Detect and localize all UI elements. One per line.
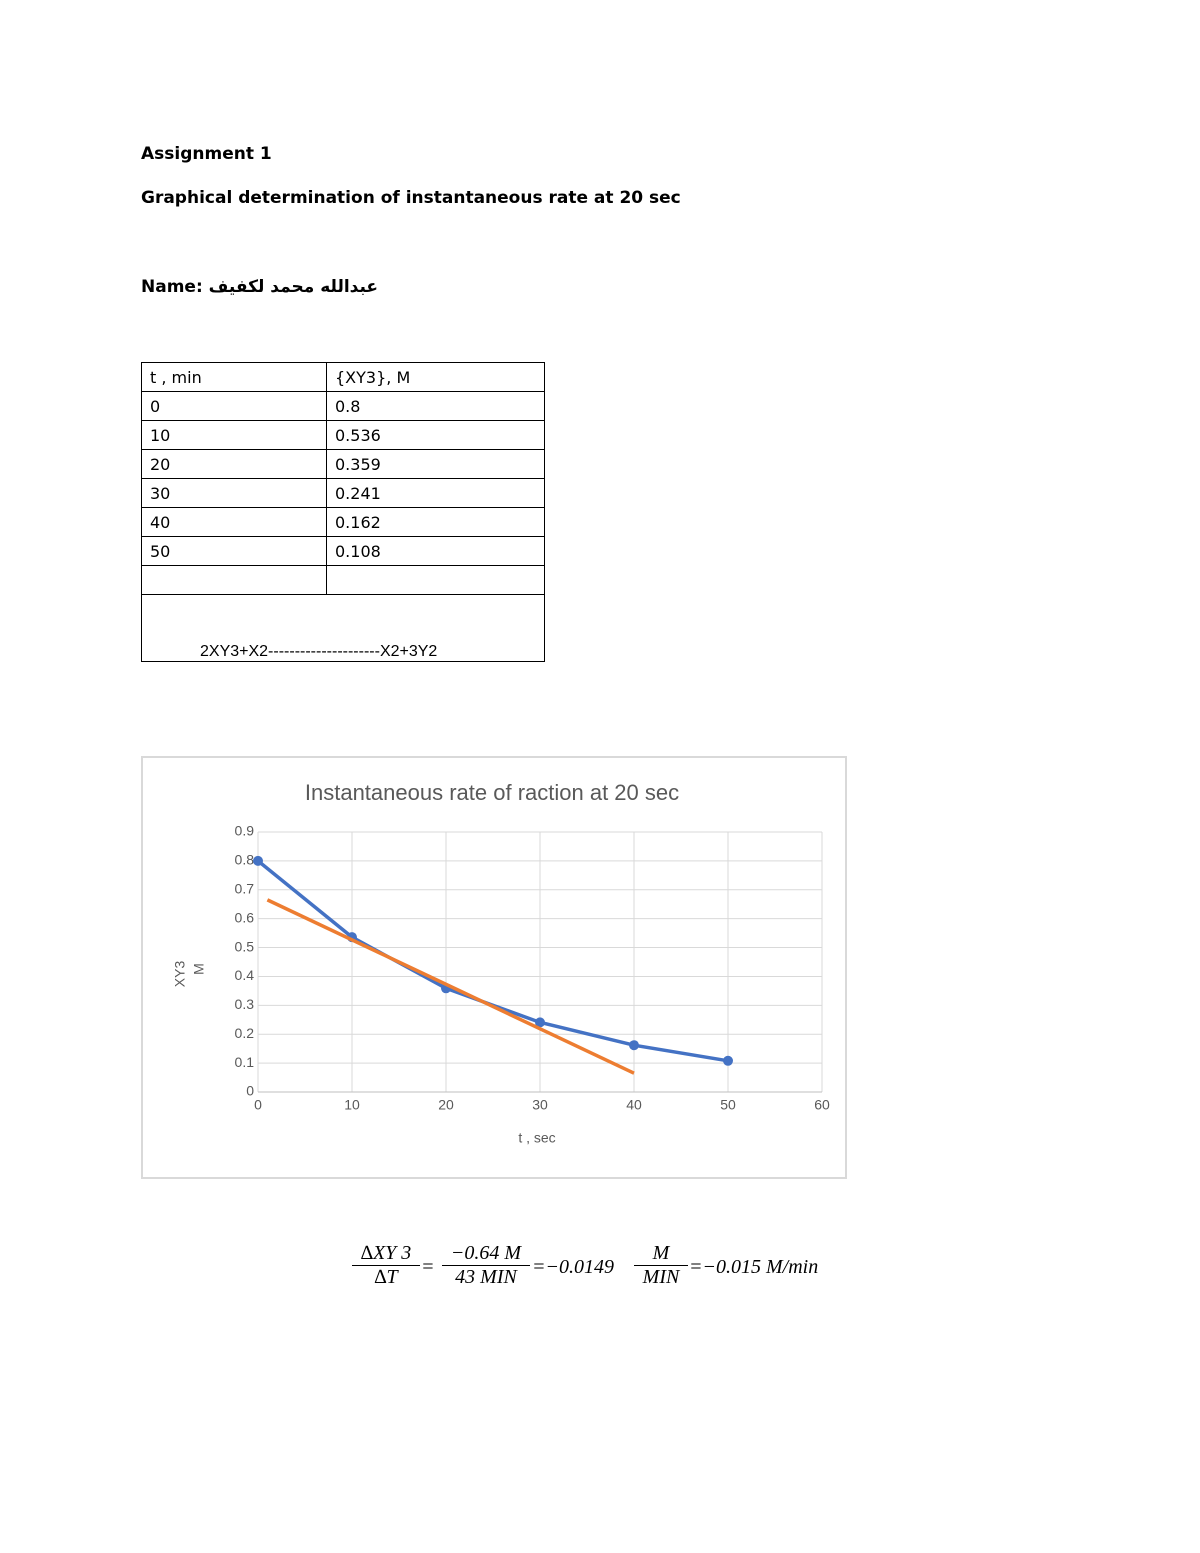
assignment-title: Assignment 1	[141, 144, 272, 164]
fraction: ∆XY 3 ∆T	[352, 1242, 420, 1289]
y-tick-label: 0.4	[235, 967, 255, 983]
numerator: −0.64 M	[442, 1242, 530, 1266]
x-tick-label: 30	[532, 1097, 548, 1113]
fraction: −0.64 M 43 MIN	[442, 1242, 530, 1289]
empty-cell	[141, 565, 327, 595]
denominator: 43 MIN	[455, 1266, 517, 1288]
y-tick-label: 0.2	[235, 1025, 255, 1041]
y-tick-label: 0.1	[235, 1054, 255, 1070]
x-tick-label: 20	[438, 1097, 454, 1113]
table-header: {XY3}, M	[326, 362, 545, 392]
y-tick-label: 0.6	[235, 909, 255, 925]
table-cell: 30	[141, 478, 327, 508]
table-cell: 0.162	[326, 507, 545, 537]
data-point	[723, 1055, 733, 1066]
equals: =−0.015 M/min	[689, 1256, 819, 1278]
name-label: Name:	[141, 277, 203, 297]
subtitle: Graphical determination of instantaneous…	[141, 188, 681, 208]
table-cell: 0.108	[326, 536, 545, 566]
name-line: Name: عبدالله محمد لكفيف	[141, 277, 378, 297]
table-cell: 0	[141, 391, 327, 421]
chart: Instantaneous rate of raction at 20 sec …	[141, 756, 847, 1179]
numerator: M	[634, 1242, 688, 1266]
equals: =−0.0149	[532, 1256, 614, 1278]
name-value: عبدالله محمد لكفيف	[208, 277, 379, 297]
y-tick-label: 0.9	[235, 823, 255, 839]
y-tick-label: 0.8	[235, 852, 255, 868]
chart-frame	[141, 756, 847, 1179]
table-cell: 0.8	[326, 391, 545, 421]
reaction: 2XY3+X2---------------------X2+3Y2	[141, 594, 545, 662]
x-tick-label: 60	[814, 1097, 830, 1113]
table-header: t , min	[141, 362, 327, 392]
x-tick-label: 50	[720, 1097, 736, 1113]
data-point	[629, 1040, 639, 1051]
denominator: ∆T	[374, 1266, 398, 1288]
fraction: M MIN	[634, 1242, 688, 1289]
chart-title: Instantaneous rate of raction at 20 sec	[305, 780, 679, 805]
data-table: t , min {XY3}, M 0 0.8 10 0.536 20 0.359 30 0.24…	[141, 362, 545, 662]
table-cell: 0.241	[326, 478, 545, 508]
data-point	[253, 855, 263, 866]
numerator: ∆XY 3	[352, 1242, 420, 1266]
x-axis-label: t , sec	[518, 1130, 555, 1146]
table-cell: 40	[141, 507, 327, 537]
y-axis-label: XY3	[172, 961, 188, 988]
table-cell: 20	[141, 449, 327, 479]
x-tick-label: 0	[254, 1097, 262, 1113]
x-tick-label: 10	[344, 1097, 360, 1113]
empty-cell	[326, 565, 545, 595]
table-cell: 10	[141, 420, 327, 450]
table-cell: 0.536	[326, 420, 545, 450]
y-tick-label: 0.3	[235, 996, 255, 1012]
y-tick-label: 0.5	[235, 938, 255, 954]
denominator: MIN	[642, 1266, 680, 1288]
series-line	[266, 898, 635, 1075]
y-axis-label: M	[191, 963, 207, 975]
equals: =	[421, 1256, 435, 1278]
y-tick-label: 0.7	[235, 880, 255, 896]
table-cell: 0.359	[326, 449, 545, 479]
table-cell: 50	[141, 536, 327, 566]
data-point	[535, 1017, 545, 1028]
y-tick-label: 0	[246, 1083, 254, 1099]
x-tick-label: 40	[626, 1097, 642, 1113]
